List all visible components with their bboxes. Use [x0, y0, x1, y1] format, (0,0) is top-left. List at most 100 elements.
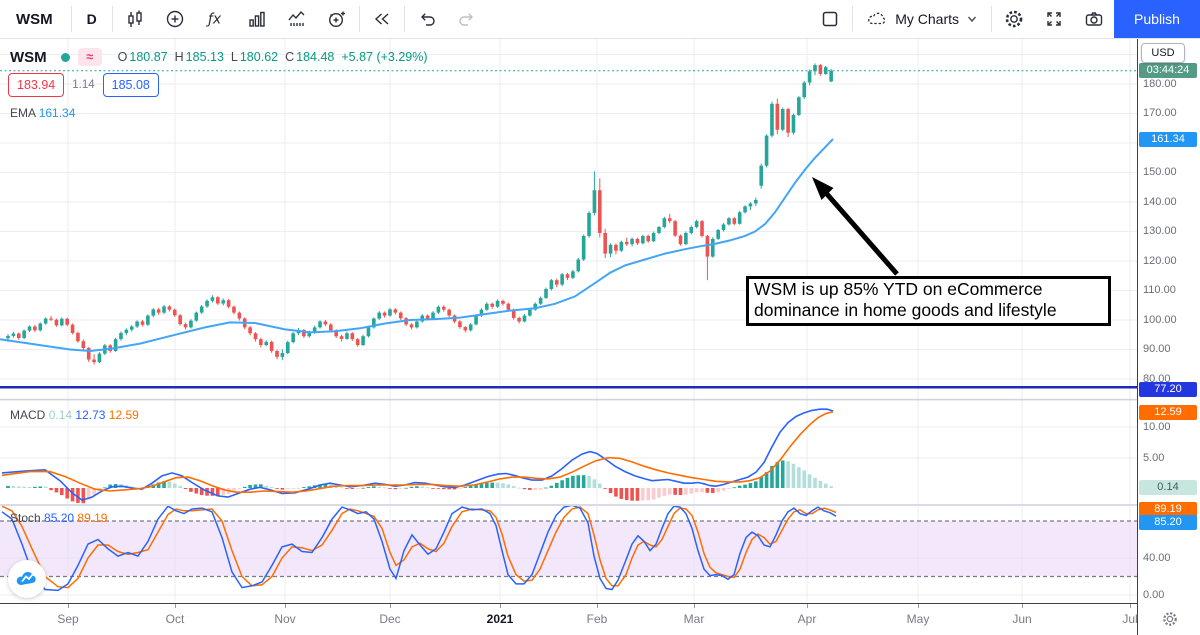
time-tick-label: Mar [683, 612, 705, 626]
time-tick-label: Sep [57, 612, 79, 626]
macd-hist-badge: 0.14 [1139, 479, 1197, 495]
price-tick-label: 170.00 [1143, 107, 1177, 119]
price-tick-label: 150.00 [1143, 166, 1177, 178]
tradingview-logo-button[interactable] [8, 560, 46, 598]
price-tick-label: 100.00 [1143, 313, 1177, 326]
stoch-d-value: 89.19 [77, 511, 108, 525]
toolbar-right-group: My Charts [810, 0, 1200, 38]
settings-button[interactable] [994, 0, 1034, 38]
annotation-line2: dominance in home goods and lifestyle [754, 300, 1057, 320]
time-tick [390, 604, 391, 608]
time-tick [694, 604, 695, 608]
alert-button[interactable] [317, 0, 357, 38]
symbol-button[interactable]: WSM [16, 10, 53, 28]
stoch-legend[interactable]: Stoch 85.20 89.19 [10, 511, 107, 525]
time-tick-label: Dec [379, 612, 401, 626]
similar-symbols-icon[interactable]: ≈ [77, 48, 102, 66]
redo-button[interactable] [447, 0, 487, 38]
alarm-plus-icon [328, 11, 345, 28]
toolbar-divider [403, 6, 405, 32]
time-tick [918, 604, 919, 608]
macd-tick-label: 10.00 [1143, 420, 1171, 433]
time-tick [807, 604, 808, 608]
fullscreen-button[interactable] [1034, 0, 1074, 38]
replay-button[interactable] [362, 0, 402, 38]
macd-line-value: 12.73 [75, 408, 106, 422]
stoch-title: Stoch [10, 511, 41, 525]
publish-button[interactable]: Publish [1114, 0, 1200, 38]
ohlc-value: 185.13 [185, 50, 224, 64]
price-tick-label: 130.00 [1143, 225, 1177, 237]
time-tick-label: Jun [1012, 612, 1032, 626]
macd-title: MACD [10, 408, 46, 422]
price-tick-label: 110.00 [1143, 284, 1176, 296]
toolbar-divider [852, 6, 854, 32]
time-tick [68, 604, 69, 608]
macd-signal-badge: 12.59 [1139, 404, 1197, 420]
svg-text:ƒx: ƒx [205, 12, 222, 28]
indicators-button[interactable]: ƒx [195, 0, 237, 38]
time-tick-label: Apr [797, 612, 817, 626]
ema-legend[interactable]: EMA 161.34 [10, 106, 75, 120]
ohlc-key: C [285, 50, 295, 64]
annotation-callout[interactable]: WSM is up 85% YTD on eCommerce dominance… [746, 276, 1111, 326]
undo-icon [420, 13, 435, 26]
my-charts-label: My Charts [895, 11, 959, 27]
main-legend: WSM ≈ O 180.87 H 185.13 L 180.62 C 184.48 +5.87… [10, 47, 435, 67]
candlestick-icon [128, 10, 142, 27]
macd-signal-value: 12.59 [108, 408, 139, 422]
compare-button[interactable] [155, 0, 195, 38]
time-tick-label: 2021 [486, 612, 514, 626]
layout-square-icon [822, 11, 838, 27]
time-tick-label: Nov [274, 612, 296, 626]
time-tick [597, 604, 598, 608]
time-axis[interactable]: Sep Oct Nov Dec 2021 Feb Mar Apr May Jun Jul [0, 603, 1200, 635]
time-tick [1130, 604, 1131, 608]
price-tick-label: 140.00 [1143, 195, 1177, 208]
ohlc-key: O [117, 50, 128, 64]
stoch-tick-label: 40.00 [1143, 551, 1171, 564]
time-tick [1022, 604, 1023, 608]
change-value: +5.87 (+3.29%) [341, 50, 428, 64]
toolbar-divider [358, 6, 360, 32]
legend-symbol[interactable]: WSM [10, 48, 47, 66]
layout-button[interactable] [810, 0, 850, 38]
interval-button[interactable]: D [86, 11, 97, 27]
time-tick [500, 604, 501, 608]
price-tick-label: 90.00 [1143, 343, 1171, 355]
ohlc-key: H [174, 50, 184, 64]
chart-style-button[interactable] [115, 0, 155, 38]
stoch-d-badge: 89.19 [1139, 501, 1197, 517]
ask-price[interactable]: 185.08 [102, 73, 159, 97]
stoch-k-value: 85.20 [44, 511, 75, 525]
hline-price-badge: 77.20 [1139, 381, 1197, 397]
macd-legend[interactable]: MACD 0.14 12.73 12.59 [10, 408, 139, 422]
expand-icon [1047, 12, 1061, 26]
price-tick-label: 180.00 [1143, 77, 1177, 90]
bid-price[interactable]: 183.94 [8, 73, 65, 97]
tradingview-cloud-icon [16, 571, 36, 586]
toolbar-divider [991, 6, 992, 32]
my-charts-button[interactable]: My Charts [855, 8, 989, 30]
time-tick-label: Feb [586, 612, 608, 626]
spread-value: 1.14 [72, 79, 95, 91]
status-dot-icon [60, 52, 70, 62]
redo-icon [459, 13, 473, 26]
time-labels: Sep Oct Nov Dec 2021 Feb Mar Apr May Jun Jul [0, 604, 1137, 635]
axis-settings-corner[interactable] [1137, 603, 1200, 635]
templates-button[interactable] [237, 0, 277, 38]
rewind-icon [374, 13, 389, 25]
snapshot-button[interactable] [1074, 0, 1114, 38]
ohlc-value: 180.62 [239, 50, 279, 64]
currency-chip[interactable]: USD [1141, 43, 1185, 63]
time-tick [285, 604, 286, 608]
annotation-line1: WSM is up 85% YTD on eCommerce [754, 279, 1043, 299]
compare-plus-icon [166, 10, 183, 28]
ohlc-value: 184.48 [296, 50, 335, 64]
forecast-button[interactable] [277, 0, 317, 38]
top-toolbar: WSM D ƒx [0, 0, 1200, 39]
price-axis[interactable]: 190.00180.00170.00150.00140.00130.00120.… [1137, 38, 1200, 603]
ohlc-value: 180.87 [129, 50, 168, 64]
undo-button[interactable] [407, 0, 447, 38]
